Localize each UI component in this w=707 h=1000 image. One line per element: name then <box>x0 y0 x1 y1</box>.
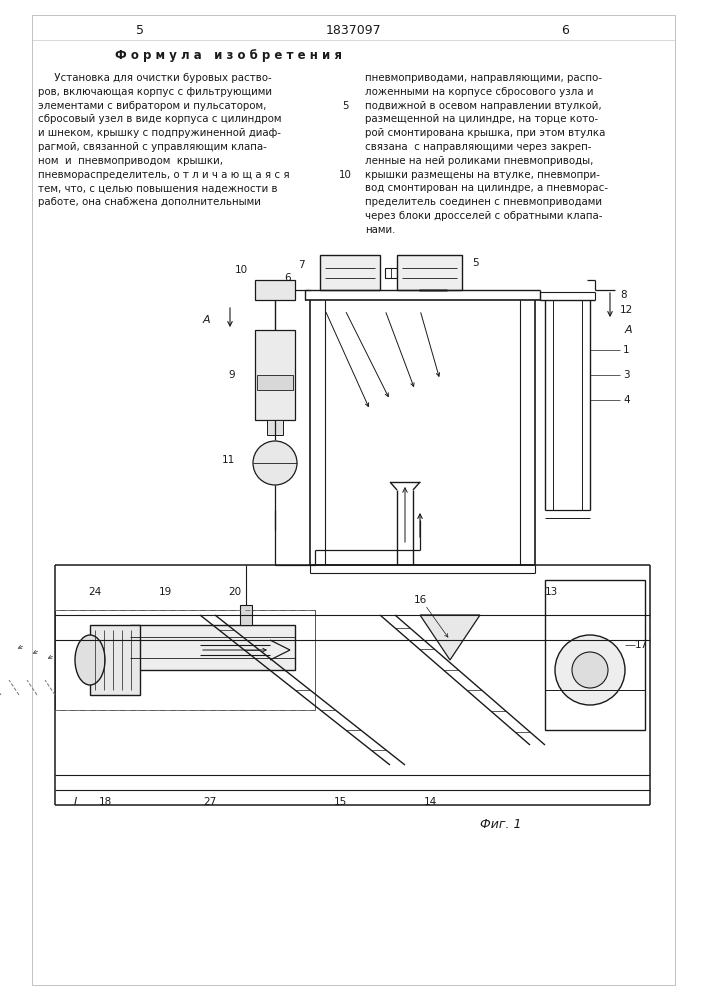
Text: подвижной в осевом направлении втулкой,: подвижной в осевом направлении втулкой, <box>365 101 602 111</box>
Bar <box>90 625 140 695</box>
Text: I: I <box>74 797 76 807</box>
Text: сбросовый узел в виде корпуса с цилиндром: сбросовый узел в виде корпуса с цилиндро… <box>38 114 281 124</box>
Bar <box>257 375 293 390</box>
Text: 18: 18 <box>98 797 112 807</box>
Text: рой смонтирована крышка, при этом втулка: рой смонтирована крышка, при этом втулка <box>365 128 605 138</box>
Text: 3: 3 <box>623 370 630 380</box>
Text: пневмораспределитель, о т л и ч а ю щ а я с я: пневмораспределитель, о т л и ч а ю щ а … <box>38 170 290 180</box>
Text: 27: 27 <box>204 797 216 807</box>
Bar <box>385 268 397 278</box>
Text: ленные на ней роликами пневмоприводы,: ленные на ней роликами пневмоприводы, <box>365 156 593 166</box>
Text: 19: 19 <box>158 587 172 597</box>
Text: 15: 15 <box>334 797 346 807</box>
Text: ров, включающая корпус с фильтрующими: ров, включающая корпус с фильтрующими <box>38 87 272 97</box>
Text: 1837097: 1837097 <box>325 23 381 36</box>
Text: 5: 5 <box>341 101 349 111</box>
Bar <box>55 610 315 710</box>
Bar <box>545 580 645 730</box>
Text: размещенной на цилиндре, на торце кото-: размещенной на цилиндре, на торце кото- <box>365 114 598 124</box>
Text: 11: 11 <box>222 455 235 465</box>
Text: 16: 16 <box>414 595 426 605</box>
Text: пределитель соединен с пневмоприводами: пределитель соединен с пневмоприводами <box>365 197 602 207</box>
Text: через блоки дросселей с обратными клапа-: через блоки дросселей с обратными клапа- <box>365 211 602 221</box>
Ellipse shape <box>75 635 105 685</box>
Text: 10: 10 <box>235 265 248 275</box>
Text: ложенными на корпусе сбросового узла и: ложенными на корпусе сбросового узла и <box>365 87 593 97</box>
Text: 9: 9 <box>228 370 235 380</box>
Text: и шнеком, крышку с подпружиненной диаф-: и шнеком, крышку с подпружиненной диаф- <box>38 128 281 138</box>
Text: 7: 7 <box>298 260 305 270</box>
Text: Ф о р м у л а   и з о б р е т е н и я: Ф о р м у л а и з о б р е т е н и я <box>115 49 342 62</box>
Text: 6: 6 <box>285 273 291 283</box>
Text: 24: 24 <box>88 587 102 597</box>
Text: 1: 1 <box>623 345 630 355</box>
Text: 4: 4 <box>623 395 630 405</box>
Bar <box>397 255 462 290</box>
Text: 5: 5 <box>136 23 144 36</box>
Text: 17: 17 <box>635 640 648 650</box>
Polygon shape <box>420 615 480 660</box>
Text: A: A <box>625 325 633 335</box>
Text: 13: 13 <box>545 587 559 597</box>
Text: пневмоприводами, направляющими, распо-: пневмоприводами, направляющими, распо- <box>365 73 602 83</box>
Text: 8: 8 <box>620 290 626 300</box>
Text: 10: 10 <box>339 170 351 180</box>
Bar <box>320 255 380 290</box>
Circle shape <box>572 652 608 688</box>
Text: Установка для очистки буровых раство-: Установка для очистки буровых раство- <box>38 73 271 83</box>
Bar <box>267 420 283 435</box>
Text: ном  и  пневмоприводом  крышки,: ном и пневмоприводом крышки, <box>38 156 223 166</box>
Text: рагмой, связанной с управляющим клапа-: рагмой, связанной с управляющим клапа- <box>38 142 267 152</box>
Bar <box>255 280 295 300</box>
Text: работе, она снабжена дополнительными: работе, она снабжена дополнительными <box>38 197 261 207</box>
Text: 6: 6 <box>561 23 569 36</box>
Circle shape <box>253 441 297 485</box>
Bar <box>240 605 252 625</box>
Text: Фиг. 1: Фиг. 1 <box>480 818 522 832</box>
Text: нами.: нами. <box>365 225 395 235</box>
Text: крышки размещены на втулке, пневмопри-: крышки размещены на втулке, пневмопри- <box>365 170 600 180</box>
Bar <box>130 625 295 670</box>
Text: 12: 12 <box>620 305 633 315</box>
Circle shape <box>555 635 625 705</box>
Text: вод смонтирован на цилиндре, а пневморас-: вод смонтирован на цилиндре, а пневморас… <box>365 183 608 193</box>
Text: A: A <box>202 315 210 325</box>
Text: связана  с направляющими через закреп-: связана с направляющими через закреп- <box>365 142 592 152</box>
Text: 20: 20 <box>228 587 242 597</box>
Bar <box>255 330 295 420</box>
Text: 5: 5 <box>472 258 479 268</box>
Text: тем, что, с целью повышения надежности в: тем, что, с целью повышения надежности в <box>38 183 278 193</box>
Text: элементами с вибратором и пульсатором,: элементами с вибратором и пульсатором, <box>38 101 267 111</box>
Text: 14: 14 <box>423 797 437 807</box>
